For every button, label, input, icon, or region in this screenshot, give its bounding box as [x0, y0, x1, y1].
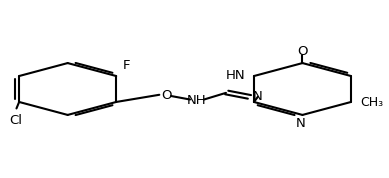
Text: CH₃: CH₃ [361, 96, 384, 109]
Text: O: O [297, 45, 308, 58]
Text: N: N [296, 117, 305, 130]
Text: Cl: Cl [9, 114, 22, 127]
Text: NH: NH [187, 94, 206, 107]
Text: O: O [161, 89, 172, 102]
Text: N: N [253, 90, 263, 103]
Text: HN: HN [226, 69, 245, 82]
Text: F: F [122, 59, 130, 72]
